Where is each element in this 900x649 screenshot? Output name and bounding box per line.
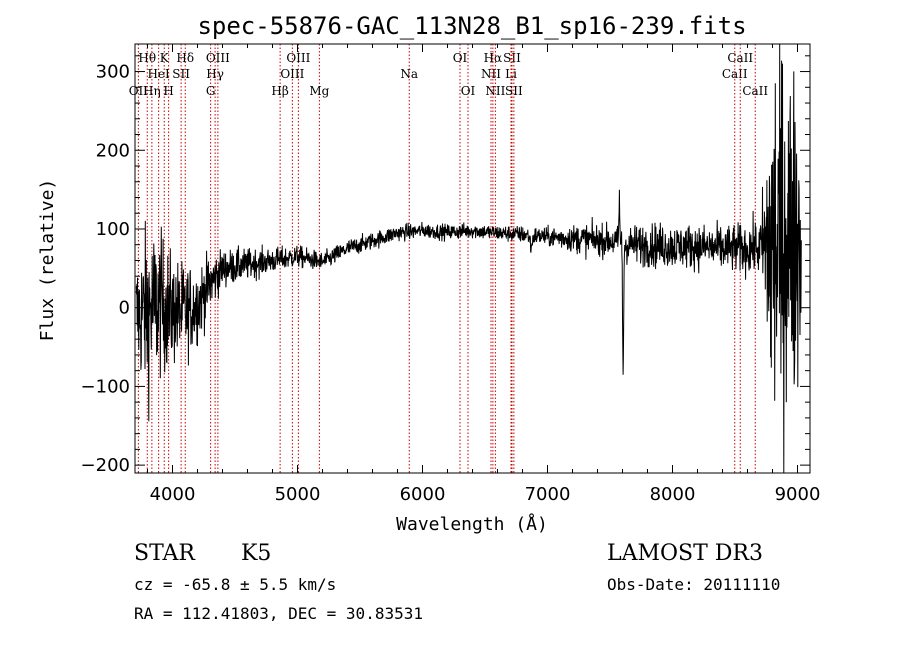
x-tick-label: 7000 xyxy=(525,484,571,505)
emission-line-label: Hβ xyxy=(271,84,288,98)
emission-line-label: H xyxy=(163,84,173,98)
y-tick-label: −200 xyxy=(81,455,130,476)
emission-line-label: Li xyxy=(505,67,517,81)
emission-line-label: Hη xyxy=(143,84,161,98)
emission-line-label: G xyxy=(206,84,216,98)
y-tick-label: 100 xyxy=(96,219,130,240)
emission-line-label: NII xyxy=(481,67,501,81)
emission-line-label: OIII xyxy=(280,67,304,81)
obs-date: Obs-Date: 20111110 xyxy=(607,575,780,594)
emission-line-label: Hα xyxy=(484,51,503,65)
object-class: STAR xyxy=(134,541,196,566)
emission-line-label: NII xyxy=(485,84,505,98)
emission-line-label: Na xyxy=(400,67,418,81)
emission-line-label: HeI xyxy=(147,67,170,81)
spectrum-line xyxy=(135,43,802,474)
emission-line-label: OI xyxy=(453,51,468,65)
emission-line-label: OIII xyxy=(206,51,230,65)
y-tick-label: 300 xyxy=(96,62,130,83)
x-tick-label: 4000 xyxy=(150,484,196,505)
axis-ticks: 4000 5000 6000 7000 8000 9000 −200 −100 0 100 200 3… xyxy=(81,44,821,505)
emission-line-label: Hγ xyxy=(206,67,224,81)
coordinates: RA = 112.41803, DEC = 30.83531 xyxy=(134,604,423,623)
emission-line-label: SII xyxy=(505,84,523,98)
emission-line-label: Hδ xyxy=(176,51,194,65)
x-tick-label: 8000 xyxy=(650,484,696,505)
emission-line-label: Mg xyxy=(309,84,329,98)
x-axis-label: Wavelength (Å) xyxy=(396,513,548,535)
emission-line-label: OI xyxy=(461,84,476,98)
emission-line-label: CaII xyxy=(742,84,768,98)
emission-line-label: OII xyxy=(129,84,149,98)
y-axis-label: Flux (relative) xyxy=(37,179,58,342)
y-tick-label: 200 xyxy=(96,140,130,161)
emission-line-label: SII xyxy=(172,67,190,81)
emission-line-label: K xyxy=(160,51,170,65)
emission-line-label: Hθ xyxy=(138,51,156,65)
redshift-text: cz = -65.8 ± 5.5 km/s xyxy=(134,575,336,594)
y-tick-label: −100 xyxy=(81,376,130,397)
object-subclass: K5 xyxy=(241,541,271,566)
x-tick-label: 6000 xyxy=(400,484,446,505)
chart-title: spec-55876-GAC_113N28_B1_sp16-239.fits xyxy=(197,12,746,40)
x-tick-label: 5000 xyxy=(275,484,321,505)
emission-line-label: OIII xyxy=(286,51,310,65)
survey-label: LAMOST DR3 xyxy=(607,541,763,566)
x-tick-label: 9000 xyxy=(775,484,821,505)
y-tick-label: 0 xyxy=(119,298,130,319)
emission-line-label: CaII xyxy=(722,67,748,81)
emission-line-label: SII xyxy=(503,51,521,65)
emission-line-label: CaII xyxy=(727,51,753,65)
